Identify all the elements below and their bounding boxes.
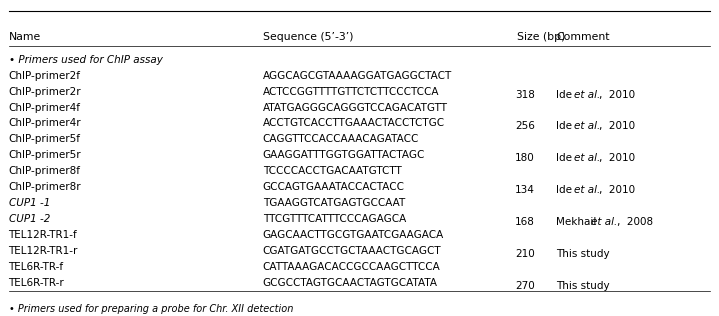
Text: Ide: Ide xyxy=(557,185,576,195)
Text: ChIP-primer4f: ChIP-primer4f xyxy=(9,102,81,112)
Text: ATATGAGGGCAGGGTCCAGACATGTT: ATATGAGGGCAGGGTCCAGACATGTT xyxy=(263,102,448,112)
Text: 256: 256 xyxy=(515,121,535,131)
Text: ChIP-primer2f: ChIP-primer2f xyxy=(9,70,81,81)
Text: TEL6R-TR-f: TEL6R-TR-f xyxy=(9,262,64,272)
Text: CAGGTTCCACCAAACAGATACC: CAGGTTCCACCAAACAGATACC xyxy=(263,135,419,144)
Text: Ide: Ide xyxy=(557,154,576,163)
Text: ChIP-primer4r: ChIP-primer4r xyxy=(9,118,81,129)
Text: ChIP-primer5r: ChIP-primer5r xyxy=(9,150,81,161)
Text: GCGCCTAGTGCAACTAGTGCATATA: GCGCCTAGTGCAACTAGTGCATATA xyxy=(263,278,438,288)
Text: ChIP-primer2r: ChIP-primer2r xyxy=(9,87,81,96)
Text: TGAAGGTCATGAGTGCCAAT: TGAAGGTCATGAGTGCCAAT xyxy=(263,198,405,209)
Text: 318: 318 xyxy=(515,89,535,100)
Text: This study: This study xyxy=(557,249,610,259)
Text: et al.: et al. xyxy=(574,154,600,163)
Text: et al.: et al. xyxy=(574,185,600,195)
Text: ChIP-primer8f: ChIP-primer8f xyxy=(9,167,81,176)
Text: et al.: et al. xyxy=(574,121,600,131)
Text: TCCCCACCTGACAATGTCTT: TCCCCACCTGACAATGTCTT xyxy=(263,167,401,176)
Text: This study: This study xyxy=(557,281,610,291)
Text: ,  2010: , 2010 xyxy=(600,154,636,163)
Text: Mekhail: Mekhail xyxy=(557,217,600,228)
Text: CUP1 -2: CUP1 -2 xyxy=(9,214,50,224)
Text: TEL12R-TR1-f: TEL12R-TR1-f xyxy=(9,230,78,240)
Text: TEL6R-TR-r: TEL6R-TR-r xyxy=(9,278,64,288)
Text: Ide: Ide xyxy=(557,89,576,100)
Text: TTCGTTTCATTTCCCAGAGCA: TTCGTTTCATTTCCCAGAGCA xyxy=(263,214,406,224)
Text: Ide: Ide xyxy=(557,121,576,131)
Text: CATTAAAGACACCGCCAAGCTTCCA: CATTAAAGACACCGCCAAGCTTCCA xyxy=(263,262,441,272)
Text: 168: 168 xyxy=(515,217,535,228)
Text: GAGCAACTTGCGTGAATCGAAGACA: GAGCAACTTGCGTGAATCGAAGACA xyxy=(263,230,444,240)
Text: et al.: et al. xyxy=(591,217,617,228)
Text: 270: 270 xyxy=(516,281,535,291)
Text: ACTCCGGTTTTGTTCTCTTCCCTCCA: ACTCCGGTTTTGTTCTCTTCCCTCCA xyxy=(263,87,439,96)
Text: ,  2010: , 2010 xyxy=(600,185,636,195)
Text: AGGCAGCGTAAAAGGATGAGGCTACT: AGGCAGCGTAAAAGGATGAGGCTACT xyxy=(263,70,452,81)
Text: ChIP-primer5f: ChIP-primer5f xyxy=(9,135,81,144)
Text: Name: Name xyxy=(9,32,41,42)
Text: ,  2008: , 2008 xyxy=(617,217,653,228)
Text: TEL12R-TR1-r: TEL12R-TR1-r xyxy=(9,246,78,256)
Text: GAAGGATTTGGTGGATTACTAGC: GAAGGATTTGGTGGATTACTAGC xyxy=(263,150,425,161)
Text: ACCTGTCACCTTGAAACTACCTCTGC: ACCTGTCACCTTGAAACTACCTCTGC xyxy=(263,118,445,129)
Text: 210: 210 xyxy=(516,249,535,259)
Text: GCCAGTGAAATACCACTACC: GCCAGTGAAATACCACTACC xyxy=(263,182,405,192)
Text: CGATGATGCCTGCTAAACTGCAGCT: CGATGATGCCTGCTAAACTGCAGCT xyxy=(263,246,441,256)
Text: Comment: Comment xyxy=(557,32,610,42)
Text: et al.: et al. xyxy=(574,89,600,100)
Text: • Primers used for preparing a probe for Chr. XII detection: • Primers used for preparing a probe for… xyxy=(9,304,293,313)
Text: Size (bp): Size (bp) xyxy=(517,32,565,42)
Text: ,  2010: , 2010 xyxy=(600,89,636,100)
Text: ChIP-primer8r: ChIP-primer8r xyxy=(9,182,81,192)
Text: 134: 134 xyxy=(515,185,535,195)
Text: 180: 180 xyxy=(516,154,535,163)
Text: ,  2010: , 2010 xyxy=(600,121,636,131)
Text: CUP1 -1: CUP1 -1 xyxy=(9,198,50,209)
Text: Sequence (5’-3’): Sequence (5’-3’) xyxy=(263,32,353,42)
Text: • Primers used for ChIP assay: • Primers used for ChIP assay xyxy=(9,55,162,65)
